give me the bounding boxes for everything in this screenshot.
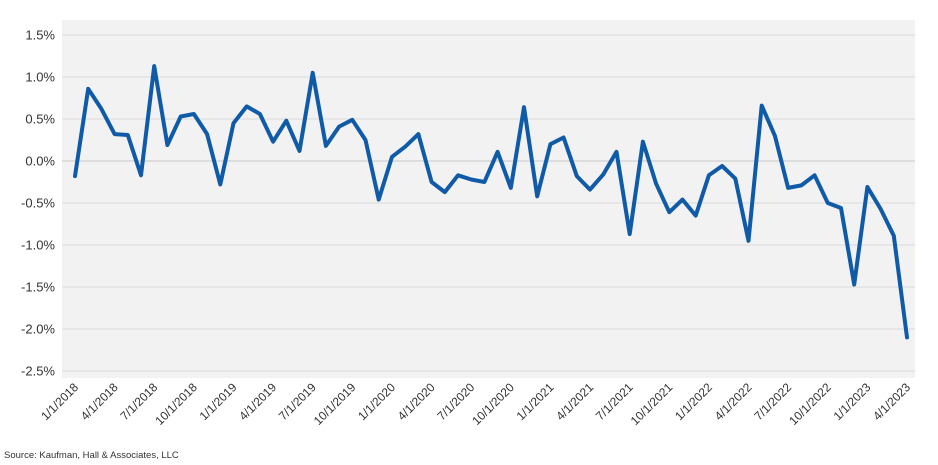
- y-tick-label: -2.0%: [21, 322, 55, 337]
- series-line: [73, 64, 909, 340]
- x-tick-label: 4/1/2022: [712, 380, 755, 423]
- y-axis-tick-labels: 1.5% 1.0% 0.5% 0.0% -0.5% -1.0% -1.5% -2.0% -2.5…: [21, 28, 55, 379]
- y-tick-label: 1.5%: [25, 28, 55, 43]
- y-tick-label: 0.0%: [25, 154, 55, 169]
- x-tick-label: 1/1/2021: [514, 380, 557, 423]
- x-tick-label: 10/1/2021: [628, 380, 676, 428]
- x-tick-label: 1/1/2018: [38, 380, 81, 423]
- x-tick-label: 1/1/2020: [355, 380, 398, 423]
- x-tick-label: 10/1/2018: [152, 380, 200, 428]
- x-tick-label: 4/1/2019: [236, 380, 279, 423]
- y-tick-label: 0.5%: [25, 112, 55, 127]
- y-tick-label: -1.5%: [21, 280, 55, 295]
- x-tick-label: 1/1/2023: [831, 380, 874, 423]
- x-tick-label: 1/1/2022: [672, 380, 715, 423]
- x-tick-label: 4/1/2018: [78, 380, 121, 423]
- x-tick-label: 1/1/2019: [197, 380, 240, 423]
- x-tick-label: 10/1/2022: [786, 380, 834, 428]
- y-tick-label: -1.0%: [21, 238, 55, 253]
- y-tick-label: -0.5%: [21, 196, 55, 211]
- y-tick-label: -2.5%: [21, 364, 55, 379]
- x-tick-label: 4/1/2023: [870, 380, 913, 423]
- source-note: Source: Kaufman, Hall & Associates, LLC: [4, 450, 179, 461]
- x-tick-label: 10/1/2020: [469, 380, 517, 428]
- x-tick-label: 10/1/2019: [311, 380, 359, 428]
- x-tick-label: 4/1/2021: [553, 380, 596, 423]
- gridlines: [62, 34, 915, 372]
- x-tick-label: 4/1/2020: [395, 380, 438, 423]
- x-axis-tick-labels: 1/1/20184/1/20187/1/201810/1/20181/1/201…: [38, 380, 913, 428]
- y-tick-label: 1.0%: [25, 70, 55, 85]
- plot-area: [62, 20, 915, 378]
